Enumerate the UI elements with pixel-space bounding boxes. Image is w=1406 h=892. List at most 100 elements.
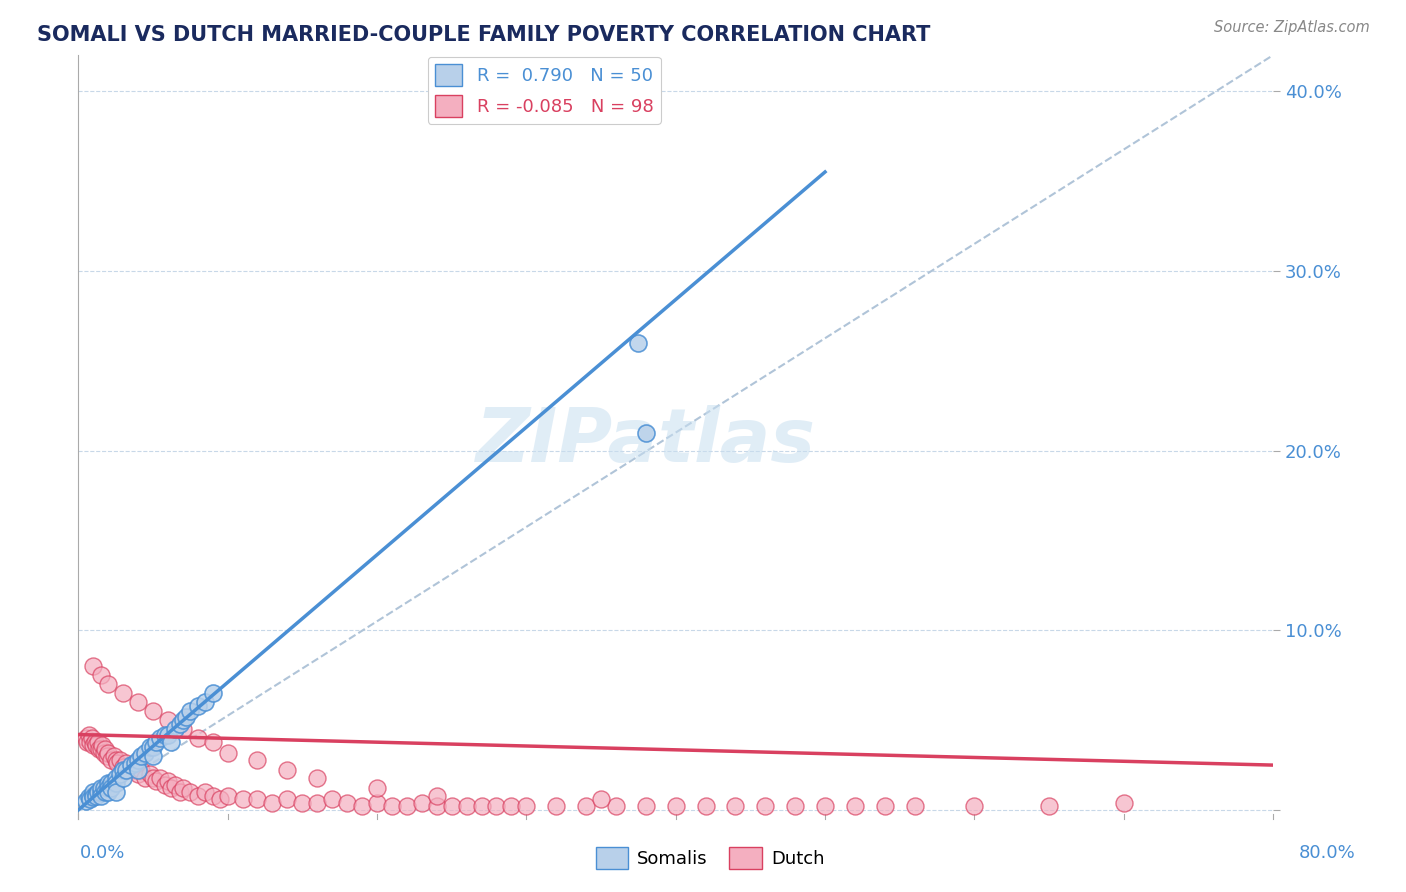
Text: SOMALI VS DUTCH MARRIED-COUPLE FAMILY POVERTY CORRELATION CHART: SOMALI VS DUTCH MARRIED-COUPLE FAMILY PO… — [37, 25, 929, 45]
Point — [80, 731, 103, 746]
Point — [156, 727, 179, 741]
Point — [153, 778, 176, 792]
Point — [145, 735, 167, 749]
Point — [82, 789, 104, 803]
Point — [201, 789, 224, 803]
Point — [366, 781, 388, 796]
Point — [139, 740, 162, 755]
Point — [194, 785, 217, 799]
Point — [84, 789, 107, 803]
Point — [112, 760, 135, 774]
Point — [112, 771, 135, 785]
Point — [695, 799, 717, 814]
Point — [84, 739, 107, 753]
Point — [470, 799, 492, 814]
Point — [149, 731, 172, 746]
Point — [172, 722, 194, 736]
Point — [97, 781, 120, 796]
Point — [627, 335, 650, 350]
Point — [194, 695, 217, 709]
Point — [174, 709, 197, 723]
Point — [134, 746, 156, 760]
Point — [105, 756, 128, 771]
Point — [963, 799, 986, 814]
Point — [575, 799, 598, 814]
Point — [142, 749, 165, 764]
Point — [873, 799, 896, 814]
Point — [104, 771, 127, 785]
Point — [86, 785, 108, 799]
Point — [165, 778, 187, 792]
Point — [160, 735, 183, 749]
Point — [217, 789, 239, 803]
Point — [112, 764, 135, 778]
Point — [129, 749, 152, 764]
Point — [153, 727, 176, 741]
Point — [91, 739, 114, 753]
Point — [217, 746, 239, 760]
Point — [142, 771, 165, 785]
Text: 80.0%: 80.0% — [1299, 844, 1355, 862]
Point — [262, 796, 284, 810]
Point — [546, 799, 568, 814]
Point — [97, 746, 120, 760]
Point — [124, 764, 146, 778]
Point — [426, 799, 449, 814]
Point — [108, 753, 131, 767]
Point — [501, 799, 523, 814]
Point — [395, 799, 418, 814]
Point — [321, 792, 343, 806]
Point — [485, 799, 508, 814]
Point — [187, 731, 209, 746]
Point — [112, 686, 135, 700]
Point — [201, 686, 224, 700]
Point — [276, 792, 298, 806]
Point — [139, 767, 162, 781]
Point — [83, 735, 105, 749]
Text: ZIPatlas: ZIPatlas — [475, 405, 815, 478]
Point — [307, 796, 329, 810]
Point — [149, 771, 172, 785]
Point — [754, 799, 776, 814]
Point — [724, 799, 747, 814]
Point — [187, 698, 209, 713]
Point — [90, 742, 112, 756]
Point — [82, 739, 104, 753]
Point — [104, 753, 127, 767]
Point — [142, 704, 165, 718]
Point — [440, 799, 463, 814]
Point — [246, 753, 269, 767]
Point — [134, 771, 156, 785]
Point — [79, 735, 101, 749]
Point — [77, 790, 100, 805]
Legend: R =  0.790   N = 50, R = -0.085   N = 98: R = 0.790 N = 50, R = -0.085 N = 98 — [427, 56, 661, 124]
Point — [127, 753, 149, 767]
Point — [79, 792, 101, 806]
Point — [665, 799, 688, 814]
Point — [82, 790, 104, 805]
Point — [232, 792, 254, 806]
Point — [93, 746, 115, 760]
Text: Source: ZipAtlas.com: Source: ZipAtlas.com — [1213, 20, 1369, 35]
Point — [169, 785, 191, 799]
Point — [127, 764, 149, 778]
Point — [94, 785, 117, 799]
Point — [90, 781, 112, 796]
Point — [96, 749, 118, 764]
Point — [121, 760, 143, 774]
Point — [90, 789, 112, 803]
Point — [426, 789, 449, 803]
Point — [381, 799, 404, 814]
Point — [201, 735, 224, 749]
Point — [904, 799, 927, 814]
Point — [89, 742, 111, 756]
Point — [605, 799, 627, 814]
Point — [90, 785, 112, 799]
Point — [336, 796, 359, 810]
Point — [179, 704, 201, 718]
Point — [172, 781, 194, 796]
Point — [142, 740, 165, 755]
Point — [246, 792, 269, 806]
Point — [76, 735, 98, 749]
Point — [1038, 799, 1060, 814]
